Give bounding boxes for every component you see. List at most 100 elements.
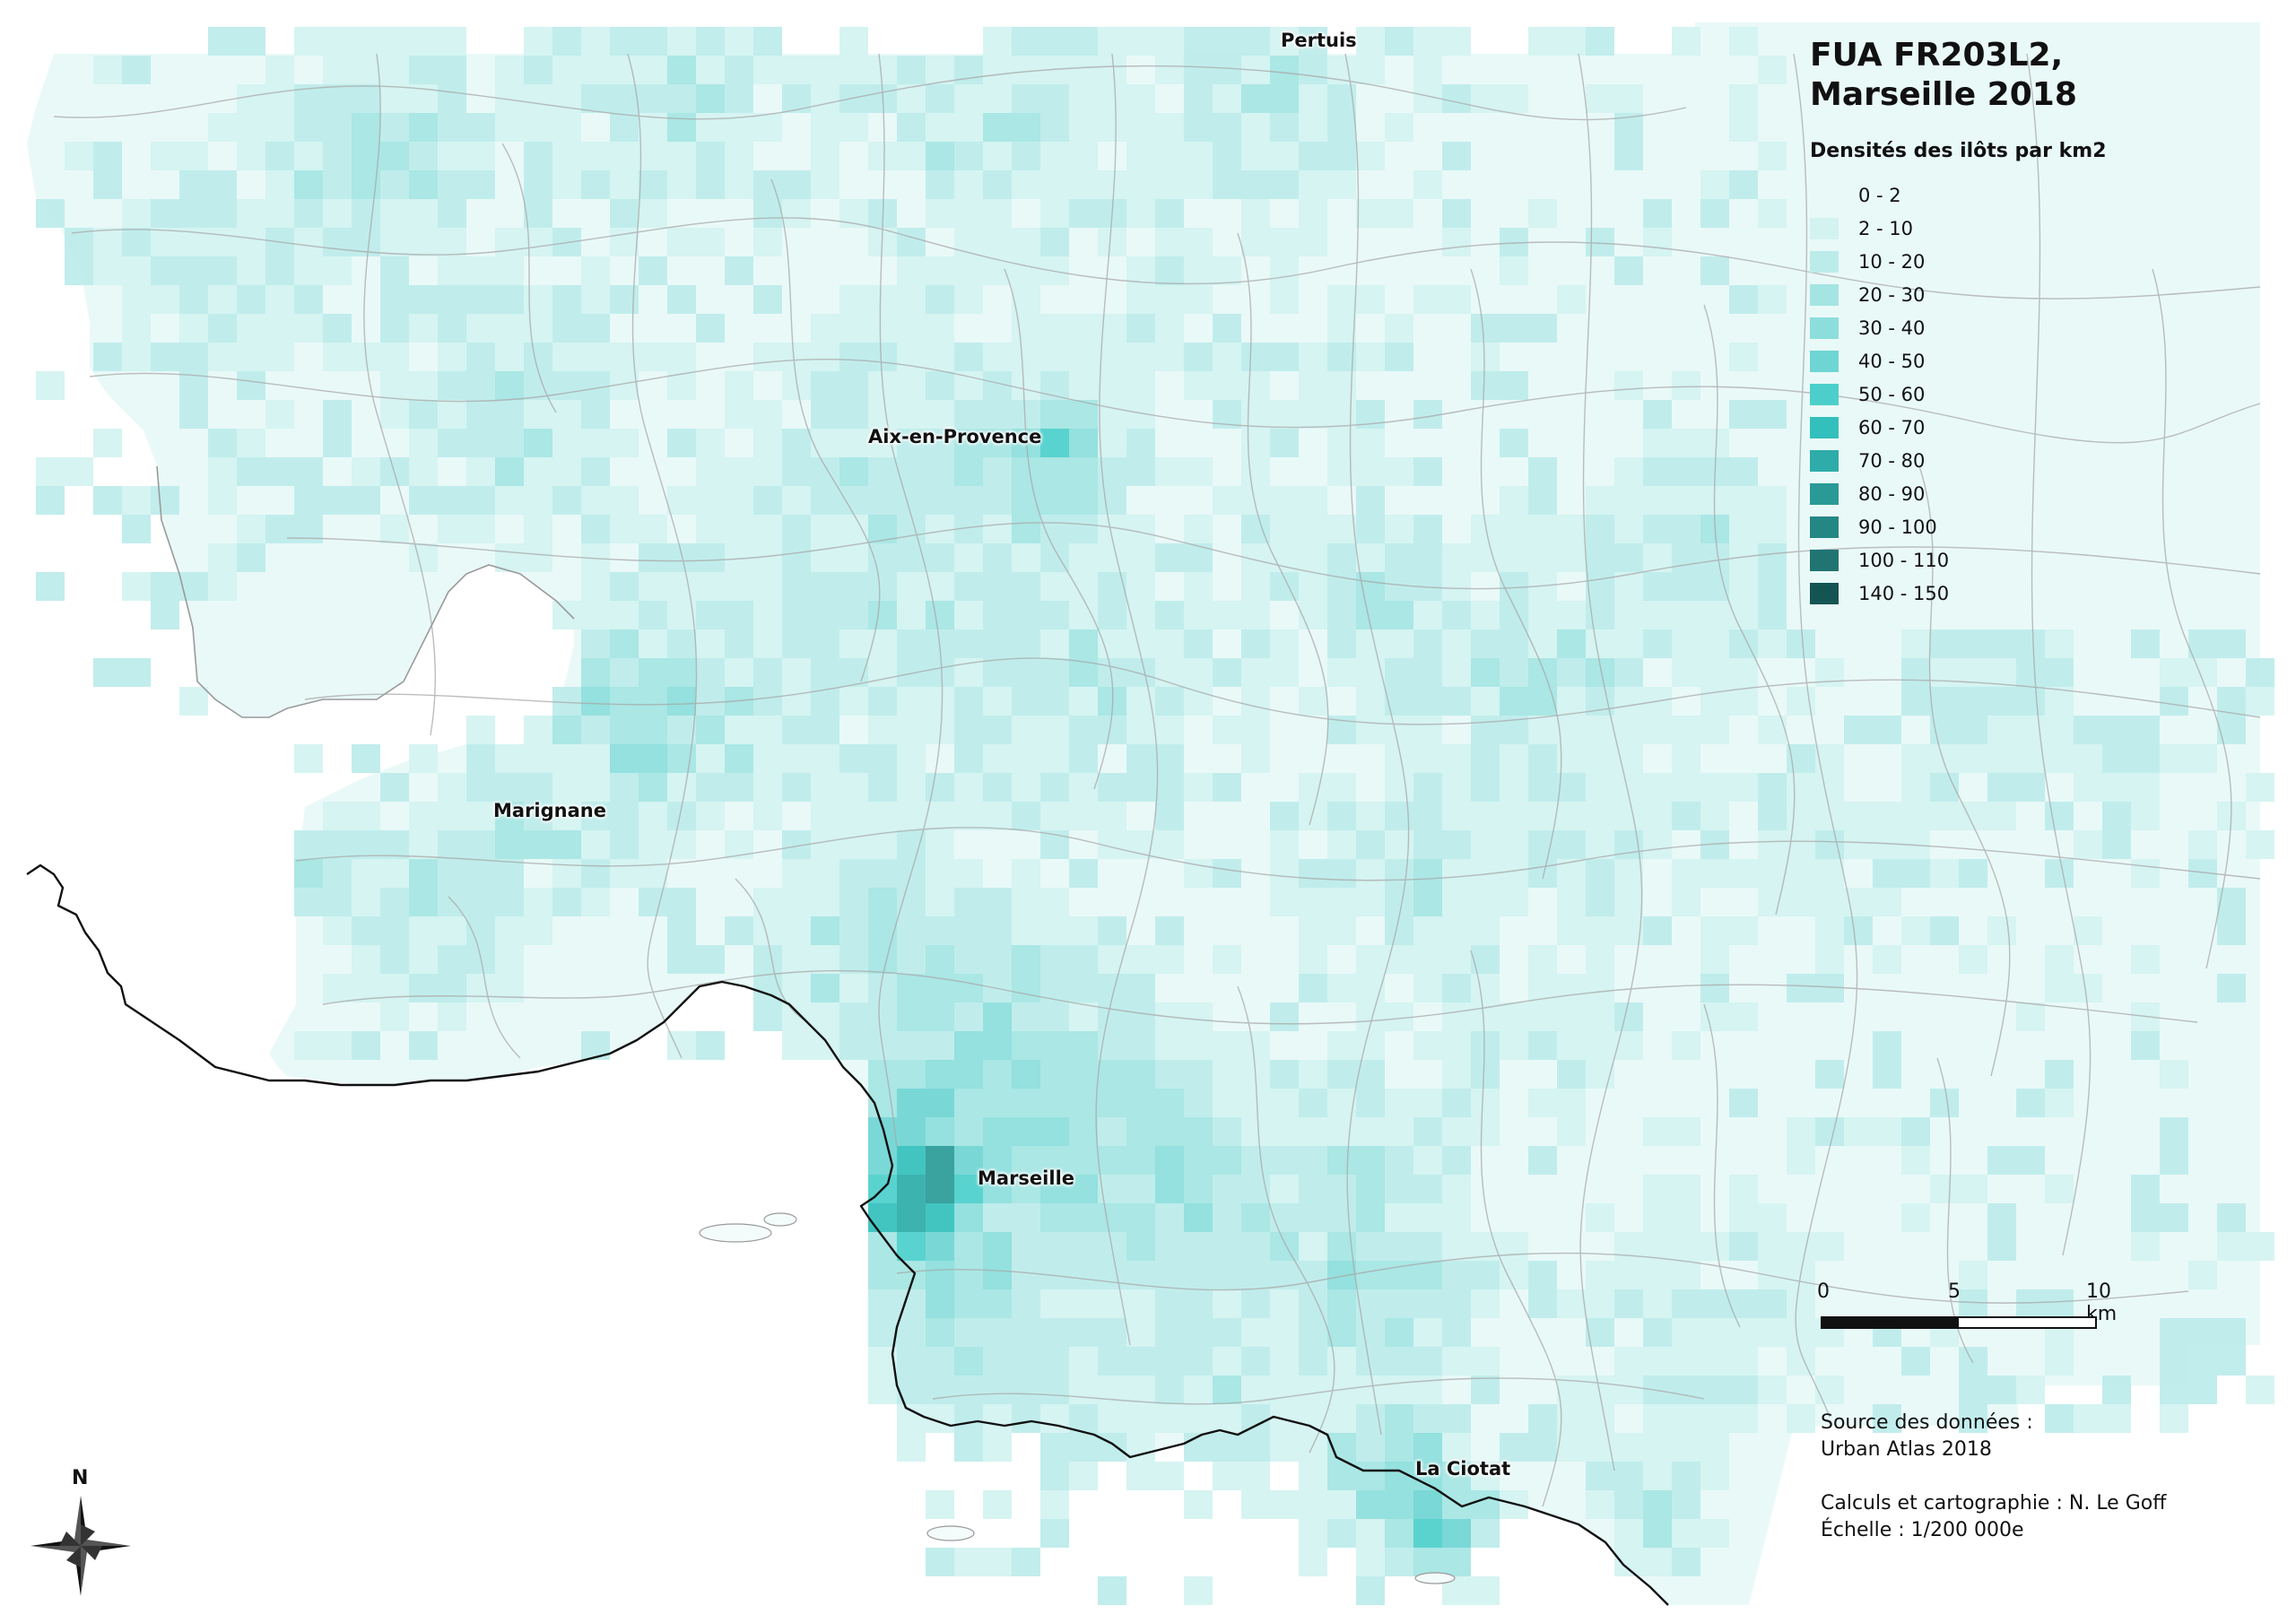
density-cell [438, 84, 466, 113]
density-cell [581, 486, 610, 515]
density-cell [811, 429, 839, 457]
density-cell [1012, 1232, 1040, 1261]
density-cell [2016, 1002, 2045, 1031]
density-cell [352, 56, 380, 84]
density-cell [1873, 945, 1901, 974]
density-cell [438, 916, 466, 945]
density-cell [466, 486, 495, 515]
density-cell [2160, 744, 2188, 773]
legend-swatch [1810, 350, 1839, 372]
density-cell [1270, 142, 1299, 170]
density-cell [208, 572, 237, 601]
density-cell [1327, 1203, 1356, 1232]
density-cell [954, 1060, 983, 1089]
density-cell [839, 314, 868, 343]
density-cell [1327, 1175, 1356, 1203]
density-cell [2045, 945, 2074, 974]
density-cell [1815, 1232, 1844, 1261]
density-cell [811, 916, 839, 945]
density-cell [1069, 945, 1098, 974]
density-cell [466, 429, 495, 457]
density-cell [524, 830, 552, 859]
density-cell [1385, 716, 1413, 744]
density-cell [1299, 170, 1327, 199]
density-cell [438, 1002, 466, 1031]
density-cell [380, 228, 409, 256]
density-cell [753, 687, 782, 716]
density-cell [696, 687, 725, 716]
density-cell [1155, 1117, 1184, 1146]
density-cell [926, 1318, 954, 1347]
density-cell [1413, 1203, 1442, 1232]
density-cell [1270, 629, 1299, 658]
density-cell [2102, 744, 2131, 773]
density-cell [639, 515, 667, 543]
density-cell [323, 142, 352, 170]
density-cell [1385, 113, 1413, 142]
density-cell [639, 629, 667, 658]
density-cell [897, 888, 926, 916]
density-cell [1672, 486, 1700, 515]
density-cell [753, 601, 782, 629]
density-cell [1930, 744, 1959, 773]
density-cell [811, 744, 839, 773]
density-cell [179, 285, 208, 314]
density-cell [1126, 1232, 1155, 1261]
density-cell [1327, 1462, 1356, 1490]
density-cell [1500, 888, 1528, 916]
density-cell [237, 343, 265, 371]
density-cell [2217, 687, 2246, 716]
density-cell [1327, 457, 1356, 486]
density-cell [1758, 572, 1787, 601]
density-cell [1126, 974, 1155, 1002]
density-cell [1643, 457, 1672, 486]
density-cell [1069, 1347, 1098, 1376]
density-cell [1040, 199, 1069, 228]
density-cell [753, 457, 782, 486]
density-cell [1098, 1002, 1126, 1031]
density-cell [1327, 830, 1356, 859]
density-cell [2160, 1347, 2188, 1376]
density-cell [696, 228, 725, 256]
density-cell [1614, 572, 1643, 601]
density-cell [1069, 1117, 1098, 1146]
density-cell [1614, 687, 1643, 716]
density-cell [1787, 744, 1815, 773]
density-cell [1385, 1117, 1413, 1146]
density-cell [323, 228, 352, 256]
density-cell [1040, 1232, 1069, 1261]
density-cell [1126, 515, 1155, 543]
density-cell [1643, 802, 1672, 830]
density-cell [2016, 744, 2045, 773]
density-cell [1700, 1232, 1729, 1261]
density-cell [1069, 629, 1098, 658]
density-cell [725, 84, 753, 113]
density-cell [438, 285, 466, 314]
legend-item: 100 - 110 [1810, 543, 2258, 577]
density-cell [1184, 1490, 1213, 1519]
density-cell [1299, 543, 1327, 572]
density-cell [294, 285, 323, 314]
density-cell [1987, 716, 2016, 744]
density-cell [1758, 830, 1787, 859]
road-line [1237, 232, 1329, 826]
density-cell [1184, 56, 1213, 84]
density-cell [524, 716, 552, 744]
density-cell [1213, 1117, 1241, 1146]
density-cell [1155, 1261, 1184, 1289]
density-cell [1270, 486, 1299, 515]
density-cell [1098, 1576, 1126, 1605]
density-cell [1270, 228, 1299, 256]
density-cell [1040, 1002, 1069, 1031]
density-cell [1241, 1462, 1270, 1490]
density-cell [552, 371, 581, 400]
density-cell [2016, 1376, 2045, 1404]
density-cell [1126, 429, 1155, 457]
density-cell [1184, 1002, 1213, 1031]
density-cell [926, 113, 954, 142]
density-cell [524, 802, 552, 830]
density-cell [839, 859, 868, 888]
density-cell [983, 170, 1012, 199]
